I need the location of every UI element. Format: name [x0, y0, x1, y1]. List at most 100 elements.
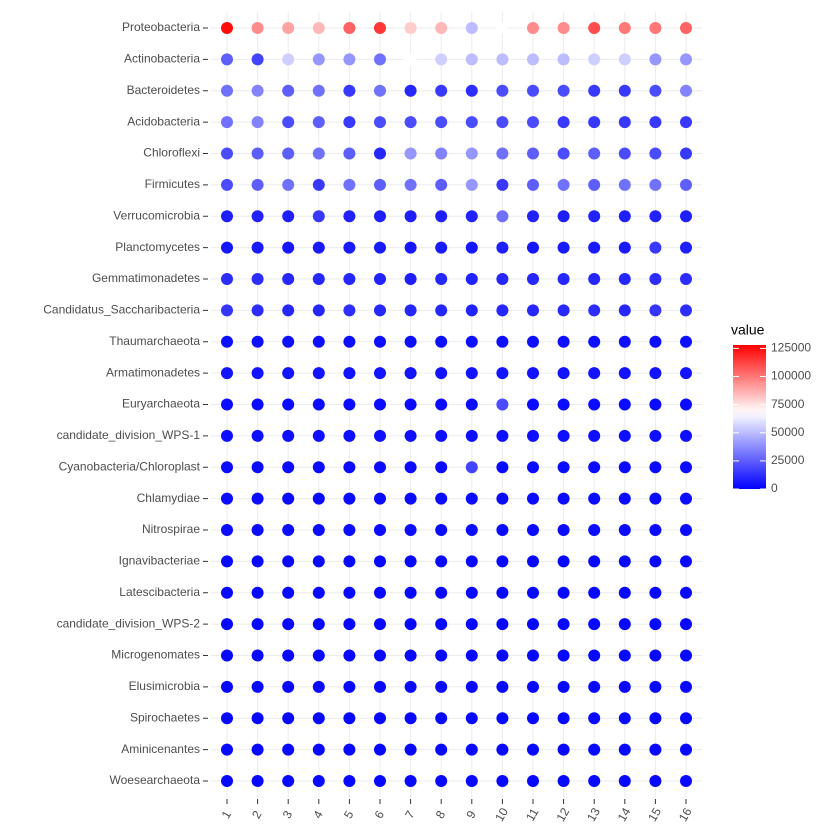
dot	[588, 116, 601, 129]
dot	[343, 335, 356, 348]
dot	[557, 492, 570, 505]
dot	[680, 84, 692, 97]
dot	[251, 210, 264, 223]
dot	[251, 398, 264, 411]
dot	[374, 22, 386, 34]
dot	[496, 367, 509, 380]
dot	[435, 22, 448, 34]
dot	[404, 116, 417, 129]
dot	[680, 743, 692, 756]
dot	[404, 273, 417, 285]
dot	[557, 84, 570, 97]
dot	[282, 555, 295, 568]
dot	[588, 398, 601, 411]
dot	[557, 555, 570, 568]
dot	[649, 775, 662, 787]
dot	[680, 555, 692, 568]
dot	[465, 178, 478, 191]
dot	[251, 22, 264, 34]
dot	[374, 712, 386, 725]
dot	[557, 618, 570, 631]
dot	[496, 743, 509, 756]
dot	[557, 147, 570, 160]
dot	[680, 680, 692, 693]
dot	[221, 116, 233, 129]
dot	[465, 210, 478, 223]
dot	[588, 241, 601, 254]
dot	[680, 618, 692, 631]
dot	[649, 743, 662, 756]
dot	[649, 84, 662, 97]
dot	[251, 524, 264, 536]
dot	[374, 116, 386, 129]
dot	[557, 461, 570, 474]
dot	[680, 712, 692, 725]
dot	[404, 147, 417, 160]
dot	[221, 210, 233, 223]
dot	[343, 524, 356, 536]
dot	[221, 649, 233, 662]
dot	[404, 555, 417, 568]
y-tick-label: Acidobacteria	[127, 114, 200, 128]
dot	[312, 524, 325, 536]
dot	[557, 398, 570, 411]
dot	[282, 210, 295, 223]
dot	[649, 555, 662, 568]
dot	[435, 775, 448, 787]
dot	[680, 461, 692, 474]
dot	[649, 147, 662, 160]
dot	[557, 178, 570, 191]
dot	[312, 304, 325, 317]
dot	[312, 178, 325, 191]
dot	[251, 367, 264, 380]
dot	[312, 775, 325, 787]
dot	[680, 22, 692, 34]
dot	[221, 273, 233, 285]
dot	[496, 304, 509, 317]
dot	[465, 367, 478, 380]
dot	[374, 210, 386, 223]
dot	[221, 147, 233, 160]
dot	[465, 335, 478, 348]
x-tick-label: 8	[433, 808, 449, 821]
dot	[312, 680, 325, 693]
dot	[588, 22, 601, 34]
dot	[251, 618, 264, 631]
x-tick-label: 7	[402, 808, 418, 821]
dot	[588, 178, 601, 191]
dot	[343, 649, 356, 662]
dot	[527, 743, 539, 756]
dot	[374, 555, 386, 568]
x-tick-label: 3	[280, 808, 296, 821]
dot	[251, 680, 264, 693]
dot	[312, 586, 325, 599]
dot	[527, 53, 539, 66]
dot	[496, 712, 509, 725]
y-tick-label: Actinobacteria	[124, 52, 200, 66]
dot	[343, 116, 356, 129]
x-tick-label: 5	[341, 808, 357, 821]
dot	[649, 210, 662, 223]
dot	[465, 680, 478, 693]
dot	[221, 618, 233, 631]
dot	[221, 775, 233, 787]
dot	[435, 618, 448, 631]
dot	[496, 398, 509, 411]
dot	[251, 429, 264, 442]
dot	[618, 273, 631, 285]
y-tick-label: Ignavibacteriae	[119, 554, 201, 568]
dot	[374, 743, 386, 756]
dot	[343, 461, 356, 474]
dot	[251, 178, 264, 191]
dot	[588, 335, 601, 348]
dot	[435, 367, 448, 380]
dot	[618, 304, 631, 317]
dot	[618, 22, 631, 34]
dot	[588, 210, 601, 223]
dot	[404, 84, 417, 97]
dot	[343, 367, 356, 380]
dot	[343, 618, 356, 631]
dot	[374, 84, 386, 97]
dot	[221, 84, 233, 97]
dot	[618, 743, 631, 756]
